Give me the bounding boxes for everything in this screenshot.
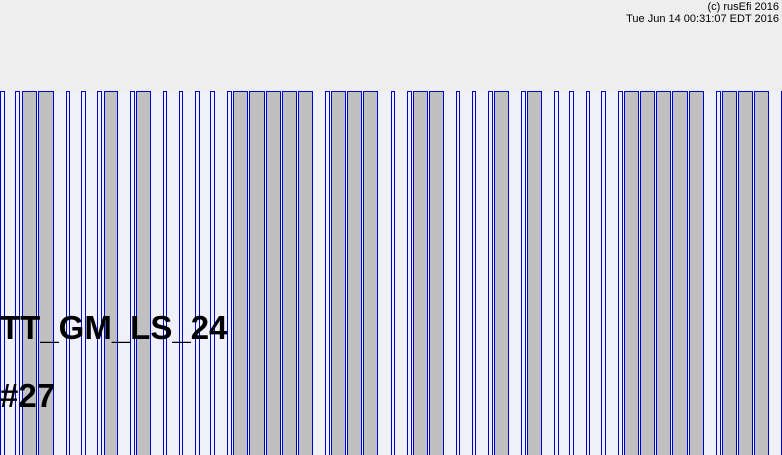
wheel-tooth-27 (413, 91, 428, 455)
wheel-tooth-29 (456, 91, 460, 455)
wheel-tooth-39 (618, 91, 623, 455)
wheel-tooth-13 (195, 91, 200, 455)
wheel-tooth-32 (494, 91, 509, 455)
wheel-tooth-38 (601, 91, 606, 455)
wheel-tooth-46 (722, 91, 737, 455)
wheel-tooth-31 (488, 91, 493, 455)
wheel-tooth-1 (0, 91, 5, 455)
wheel-tooth-5 (66, 91, 70, 455)
wheel-tooth-47 (738, 91, 753, 455)
wheel-tooth-20 (298, 91, 313, 455)
wheel-tooth-40 (624, 91, 639, 455)
wheel-tooth-15 (227, 91, 232, 455)
wheel-tooth-25 (391, 91, 395, 455)
wheel-tooth-44 (689, 91, 704, 455)
wheel-tooth-10 (136, 91, 151, 455)
wheel-tooth-48 (754, 91, 769, 455)
copyright-label: (c) rusEfi 2016 (707, 1, 779, 13)
wheel-tooth-19 (282, 91, 297, 455)
wheel-tooth-36 (569, 91, 574, 455)
wheel-tooth-12 (179, 91, 183, 455)
wheel-tooth-11 (163, 91, 167, 455)
wheel-tooth-24 (363, 91, 378, 455)
wheel-tooth-4 (38, 91, 54, 455)
wheel-tooth-37 (586, 91, 590, 455)
wheel-tooth-28 (429, 91, 444, 455)
wheel-tooth-9 (130, 91, 135, 455)
timestamp-label: Tue Jun 14 00:31:07 EDT 2016 (626, 13, 779, 25)
trigger-name-label: TT_GM_LS_24 (0, 309, 228, 346)
wheel-tooth-21 (325, 91, 330, 455)
wheel-tooth-30 (472, 91, 476, 455)
wheel-tooth-35 (554, 91, 559, 455)
wheel-tooth-7 (97, 91, 102, 455)
wheel-tooth-16 (233, 91, 248, 455)
wheel-tooth-34 (527, 91, 542, 455)
wheel-tooth-17 (249, 91, 265, 455)
wheel-tooth-33 (521, 91, 526, 455)
wheel-tooth-43 (672, 91, 688, 455)
wheel-tooth-22 (331, 91, 346, 455)
wheel-tooth-3 (22, 91, 37, 455)
wheel-tooth-26 (407, 91, 412, 455)
wheel-tooth-23 (347, 91, 362, 455)
wheel-tooth-41 (640, 91, 655, 455)
wheel-tooth-8 (104, 91, 118, 455)
wheel-tooth-18 (266, 91, 281, 455)
wheel-tooth-45 (716, 91, 721, 455)
wheel-tooth-14 (210, 91, 215, 455)
wheel-tooth-2 (15, 91, 20, 455)
trigger-id-label: #27 (0, 377, 56, 414)
wheel-tooth-42 (656, 91, 671, 455)
wheel-tooth-6 (81, 91, 86, 455)
